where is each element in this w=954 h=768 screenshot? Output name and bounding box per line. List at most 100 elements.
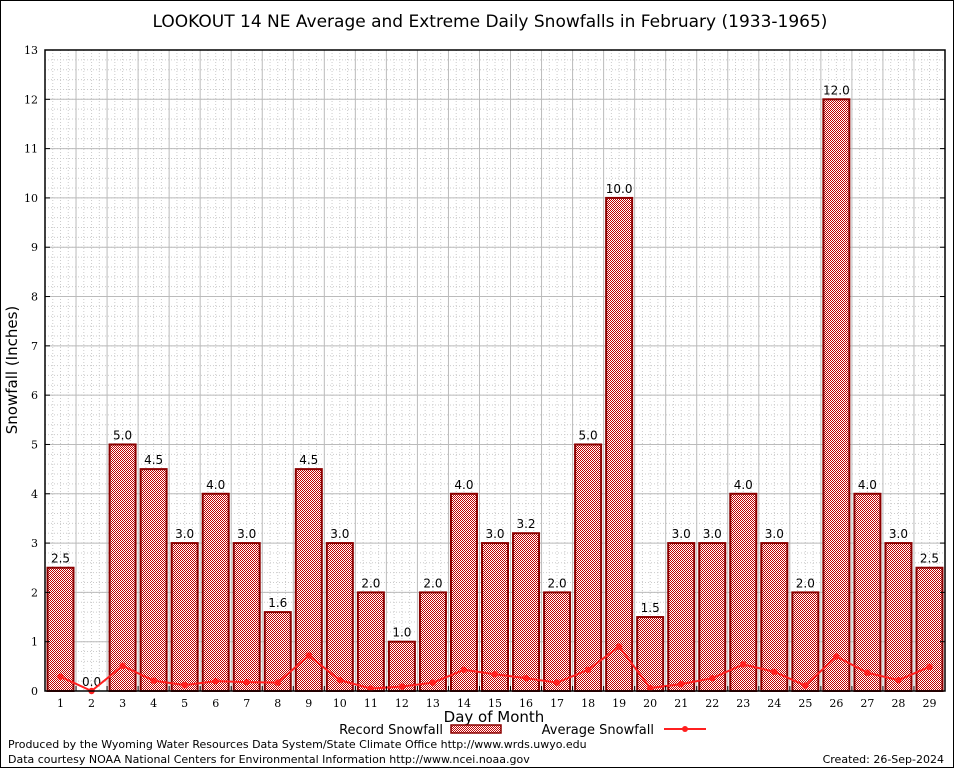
x-tick-label: 1 [57, 697, 64, 710]
average-point [429, 679, 437, 686]
record-bar [481, 542, 509, 692]
record-bar [263, 611, 292, 692]
x-tick-label: 20 [643, 697, 657, 710]
bar-value-label: 1.6 [268, 596, 287, 610]
bar-value-label: 1.0 [392, 626, 411, 640]
record-bar [884, 542, 913, 692]
bar-value-label: 3.0 [703, 527, 722, 541]
bar-value-label: 4.0 [734, 478, 753, 492]
bar-value-label: 3.0 [330, 527, 349, 541]
average-point [212, 677, 219, 685]
average-point [678, 680, 685, 688]
average-point [243, 678, 250, 686]
legend: Record Snowfall Average Snowfall [339, 723, 706, 738]
record-bar [108, 443, 137, 693]
x-tick-label: 17 [550, 697, 564, 710]
legend-average-label: Average Snowfall [542, 723, 654, 738]
x-tick-label: 25 [798, 697, 812, 710]
average-point [460, 666, 468, 673]
bar-value-label: 4.5 [144, 453, 163, 467]
average-point [615, 643, 623, 650]
bar-value-label: 3.2 [516, 517, 535, 531]
average-point [491, 671, 499, 678]
record-bar [822, 98, 851, 693]
bar-value-label: 5.0 [579, 428, 598, 442]
y-tick-label: 1 [31, 636, 38, 649]
record-bar [605, 196, 634, 693]
record-bar [574, 443, 603, 693]
y-tick-label: 3 [31, 537, 38, 550]
x-tick-label: 24 [767, 697, 781, 710]
legend-record-swatch [450, 724, 502, 734]
bar-value-label: 5.0 [113, 428, 132, 442]
record-bar [915, 566, 944, 693]
average-point [367, 685, 375, 692]
x-tick-label: 23 [736, 697, 750, 710]
record-bar [449, 492, 478, 692]
bar-value-label: 3.0 [672, 527, 691, 541]
average-point [895, 676, 902, 684]
x-tick-label: 5 [181, 697, 188, 710]
record-bar [853, 492, 882, 692]
y-tick-label: 12 [24, 93, 38, 106]
bar-value-label: 4.5 [299, 453, 318, 467]
legend-record-label: Record Snowfall [339, 723, 443, 738]
average-point [57, 673, 64, 680]
record-bar [294, 468, 323, 692]
average-point [833, 653, 840, 660]
average-line [57, 643, 933, 695]
average-point [181, 681, 188, 689]
bar-value-label: 2.5 [51, 552, 70, 566]
x-tick-label: 15 [488, 697, 502, 710]
bar-value-label: 2.0 [548, 576, 567, 590]
average-point [740, 661, 747, 668]
x-tick-label: 18 [581, 697, 595, 710]
legend-average-marker [682, 726, 688, 732]
record-bar [791, 591, 820, 693]
record-bar [543, 591, 572, 693]
record-bar [636, 616, 665, 692]
bar-value-label: 0.0 [82, 675, 101, 689]
bar-value-label: 4.0 [206, 478, 225, 492]
y-tick-label: 0 [31, 685, 38, 698]
record-bar [356, 591, 385, 693]
x-tick-label: 19 [612, 697, 626, 710]
average-point [802, 682, 809, 689]
x-tick-label: 14 [457, 697, 471, 710]
average-point [119, 662, 126, 670]
y-tick-label: 8 [31, 291, 38, 304]
x-tick-label: 21 [674, 697, 688, 710]
record-bar [667, 542, 696, 692]
record-bar [418, 591, 447, 693]
record-bar [46, 566, 75, 693]
y-tick-label: 7 [31, 340, 38, 353]
bar-value-label: 3.0 [175, 527, 194, 541]
bar-value-label: 2.0 [423, 576, 442, 590]
x-tick-label: 11 [364, 697, 378, 710]
record-bar [512, 532, 541, 693]
x-tick-label: 22 [705, 697, 719, 710]
x-tick-label: 29 [922, 697, 936, 710]
x-tick-label: 9 [305, 697, 312, 710]
average-point [553, 679, 561, 686]
x-tick-label: 16 [519, 697, 533, 710]
average-point [709, 674, 716, 682]
y-tick-label: 10 [24, 192, 38, 205]
x-tick-label: 4 [150, 697, 157, 710]
average-point [274, 679, 281, 686]
y-tick-label: 2 [31, 586, 38, 599]
record-bars: 2.5 0.0 5.0 4.5 3.0 4.0 3.0 1.6 4.5 3.0 2.0 1.0 2.0 4… [46, 83, 944, 693]
y-tick-label: 13 [24, 44, 38, 57]
bar-value-label: 12.0 [823, 83, 850, 97]
bar-value-label: 3.0 [889, 527, 908, 541]
x-tick-label: 2 [88, 697, 95, 710]
footer-data-courtesy: Data courtesy NOAA National Centers for … [8, 753, 530, 766]
average-point [336, 676, 344, 684]
plot-border [44, 49, 946, 692]
bar-value-label: 3.0 [485, 527, 504, 541]
footer-produced-by: Produced by the Wyoming Water Resources … [8, 738, 587, 751]
record-bar [201, 492, 230, 692]
bar-value-label: 2.0 [796, 576, 815, 590]
record-bar [760, 542, 789, 692]
